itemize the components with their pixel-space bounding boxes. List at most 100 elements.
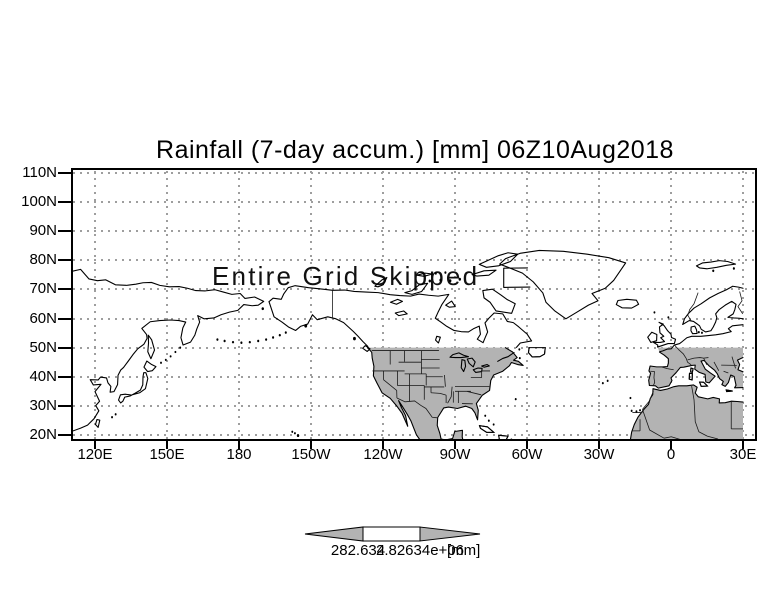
y-tick: [58, 201, 71, 203]
y-tick-label: 80N: [29, 251, 57, 268]
y-tick: [58, 347, 71, 349]
shade-africa: [630, 384, 744, 439]
coast-na-west: [368, 348, 421, 439]
colorbar-units-label: [mm]: [447, 542, 481, 559]
x-tick-label: 120E: [77, 446, 113, 463]
gridline-lat: [73, 230, 755, 232]
coast-melville-island: [417, 273, 433, 276]
gridline-lon: [94, 170, 96, 439]
gridline-lon: [166, 170, 168, 439]
coast-baffin-island: [483, 289, 515, 313]
y-tick: [58, 288, 71, 290]
y-tick-label: 70N: [29, 280, 57, 297]
coast-greenland: [500, 250, 626, 318]
y-tick-label: 30N: [29, 397, 57, 414]
y-tick-label: 60N: [29, 310, 57, 327]
gridline-lat: [73, 434, 755, 436]
coast-lake-michigan: [461, 360, 465, 372]
x-tick: [526, 441, 528, 449]
x-tick: [670, 441, 672, 449]
shade-north-america: [367, 347, 524, 439]
coast-lake-superior: [450, 353, 468, 358]
coast-baffin-bay-box: [504, 268, 530, 288]
gridline-lon: [742, 170, 744, 439]
coast-newfoundland: [528, 348, 545, 357]
x-tick: [310, 441, 312, 449]
gridline-lon: [238, 170, 240, 439]
coast-st-lawrence: [498, 353, 514, 362]
border-us-states: [372, 351, 490, 404]
colorbar-right-arrow: [419, 526, 481, 542]
coast-great-slave-lake: [395, 311, 407, 316]
x-tick-label: 60W: [511, 446, 543, 463]
x-tick: [454, 441, 456, 449]
x-tick-label: 150W: [291, 446, 331, 463]
gridline-lon: [526, 170, 528, 439]
small-islands: [111, 267, 735, 439]
gridline-lat: [73, 259, 755, 261]
coast-honshu: [119, 373, 148, 403]
coast-victoria-island: [405, 283, 428, 294]
border-scandinavia: [688, 291, 743, 320]
x-tick: [94, 441, 96, 449]
coast-sardinia: [689, 373, 692, 380]
coast-na-east: [437, 348, 523, 439]
coast-black-sea: [737, 358, 743, 372]
overlay-message: Entire Grid Skipped: [212, 261, 480, 291]
coast-great-britain: [653, 322, 675, 347]
coast-iceland: [616, 299, 638, 308]
coast-asia: [73, 269, 264, 431]
coast-lake-ontario: [482, 365, 490, 368]
x-tick-label: 30E: [729, 446, 757, 463]
x-tick-label: 90W: [439, 446, 471, 463]
border-africa: [632, 386, 743, 439]
y-tick: [58, 318, 71, 320]
coast-sakhalin: [148, 335, 155, 359]
coast-scandinavia-baltic: [683, 301, 743, 332]
gridline-lon: [382, 170, 384, 439]
x-tick: [598, 441, 600, 449]
y-tick: [58, 376, 71, 378]
world-map: [73, 170, 755, 439]
coast-lake-huron: [467, 358, 475, 367]
x-tick: [166, 441, 168, 449]
coast-devon-island: [472, 270, 496, 276]
x-tick: [382, 441, 384, 449]
coast-lake-winnipeg: [436, 336, 441, 343]
x-tick: [742, 441, 744, 449]
gridline-lon: [598, 170, 600, 439]
border-us-mexico: [397, 398, 437, 418]
map-frame: [71, 168, 757, 441]
coast-taiwan: [95, 420, 99, 428]
border-europe: [650, 345, 736, 385]
coast-sicily: [700, 382, 708, 386]
coast-hokkaido: [144, 361, 156, 371]
x-tick-label: 0: [666, 446, 676, 463]
coast-europe-channel-baltic: [660, 325, 743, 352]
shaded-land-regions: [367, 347, 744, 439]
x-tick-label: 120W: [363, 446, 403, 463]
coast-great-bear-lake: [390, 299, 402, 304]
y-tick: [58, 172, 71, 174]
plot-title: Rainfall (7-day accum.) [mm] 06Z10Aug201…: [156, 136, 674, 164]
y-tick-label: 90N: [29, 222, 57, 239]
colorbar-left-label: 282.634: [330, 542, 386, 559]
y-tick-label: 40N: [29, 368, 57, 385]
gridline-lat: [73, 318, 755, 320]
coast-crete: [726, 390, 732, 392]
x-tick: [238, 441, 240, 449]
y-tick-label: 20N: [29, 426, 57, 443]
y-tick-label: 50N: [29, 339, 57, 356]
coast-ireland: [648, 332, 657, 342]
coast-southampton-island: [446, 301, 456, 307]
gridline-lon: [310, 170, 312, 439]
gridline-lat: [73, 172, 755, 174]
x-tick-label: 150E: [149, 446, 185, 463]
y-tick: [58, 230, 71, 232]
y-tick-label: 100N: [21, 193, 57, 210]
colorbar-middle-box: [362, 526, 421, 542]
coast-alaska-south: [269, 302, 368, 347]
coast-europe-south: [649, 352, 743, 388]
coast-banks-island: [375, 278, 387, 287]
